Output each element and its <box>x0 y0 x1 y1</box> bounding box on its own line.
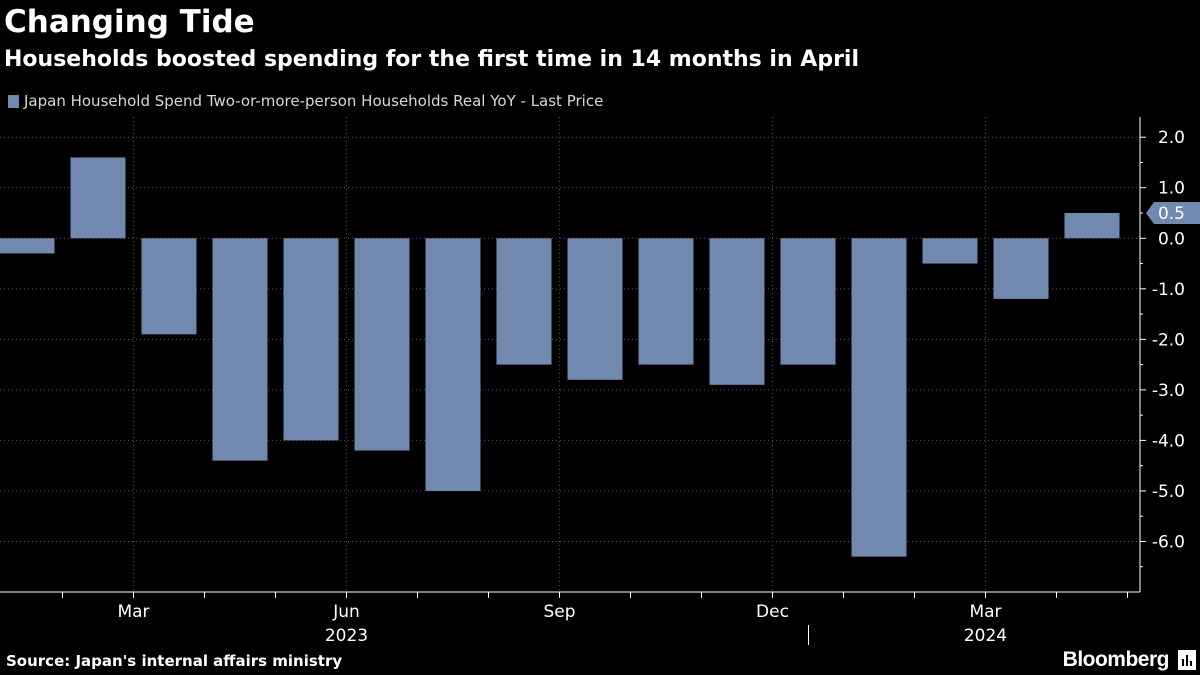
y-tick-label: -2.0 <box>1152 330 1185 350</box>
x-tick-label: Mar <box>117 602 149 622</box>
source-note: Source: Japan's internal affairs ministr… <box>6 652 343 670</box>
bar <box>354 238 410 451</box>
bar <box>567 238 623 380</box>
bar <box>638 238 694 365</box>
bar <box>709 238 765 385</box>
bar <box>780 238 836 365</box>
y-tick-label: 0.0 <box>1158 229 1185 249</box>
y-tick-label: 1.0 <box>1158 179 1185 199</box>
bar <box>1064 213 1120 239</box>
y-tick-label: -1.0 <box>1152 280 1185 300</box>
bloomberg-logo: Bloomberg <box>1062 648 1170 671</box>
x-tick-label: Sep <box>543 602 575 622</box>
year-label: 2024 <box>964 626 1007 646</box>
y-tick-label: -6.0 <box>1152 532 1185 552</box>
bar <box>141 238 197 335</box>
bar <box>851 238 907 557</box>
y-tick-label: -5.0 <box>1152 482 1185 502</box>
x-tick-label: Dec <box>756 602 789 622</box>
x-tick-label: Mar <box>969 602 1001 622</box>
bar <box>283 238 339 441</box>
bar <box>496 238 552 365</box>
y-tick-label: -3.0 <box>1152 381 1185 401</box>
bar <box>0 238 55 254</box>
bar <box>993 238 1049 299</box>
y-tick-label: 2.0 <box>1158 128 1185 148</box>
bar <box>70 157 126 239</box>
legend-swatch <box>8 94 19 108</box>
year-label: 2023 <box>325 626 368 646</box>
chart-title: Changing Tide <box>4 4 255 40</box>
y-tick-label: -4.0 <box>1152 431 1185 451</box>
legend-label: Japan Household Spend Two-or-more-person… <box>24 92 604 110</box>
legend: Japan Household Spend Two-or-more-person… <box>8 90 603 112</box>
last-value-box <box>1146 202 1200 225</box>
bar <box>212 238 268 461</box>
bar <box>425 238 481 491</box>
bar <box>922 238 978 264</box>
chart-subtitle: Households boosted spending for the firs… <box>4 47 860 72</box>
bloomberg-terminal-icon <box>1178 650 1196 670</box>
x-tick-label: Jun <box>332 602 360 622</box>
last-value-label: 0.5 <box>1158 204 1185 224</box>
